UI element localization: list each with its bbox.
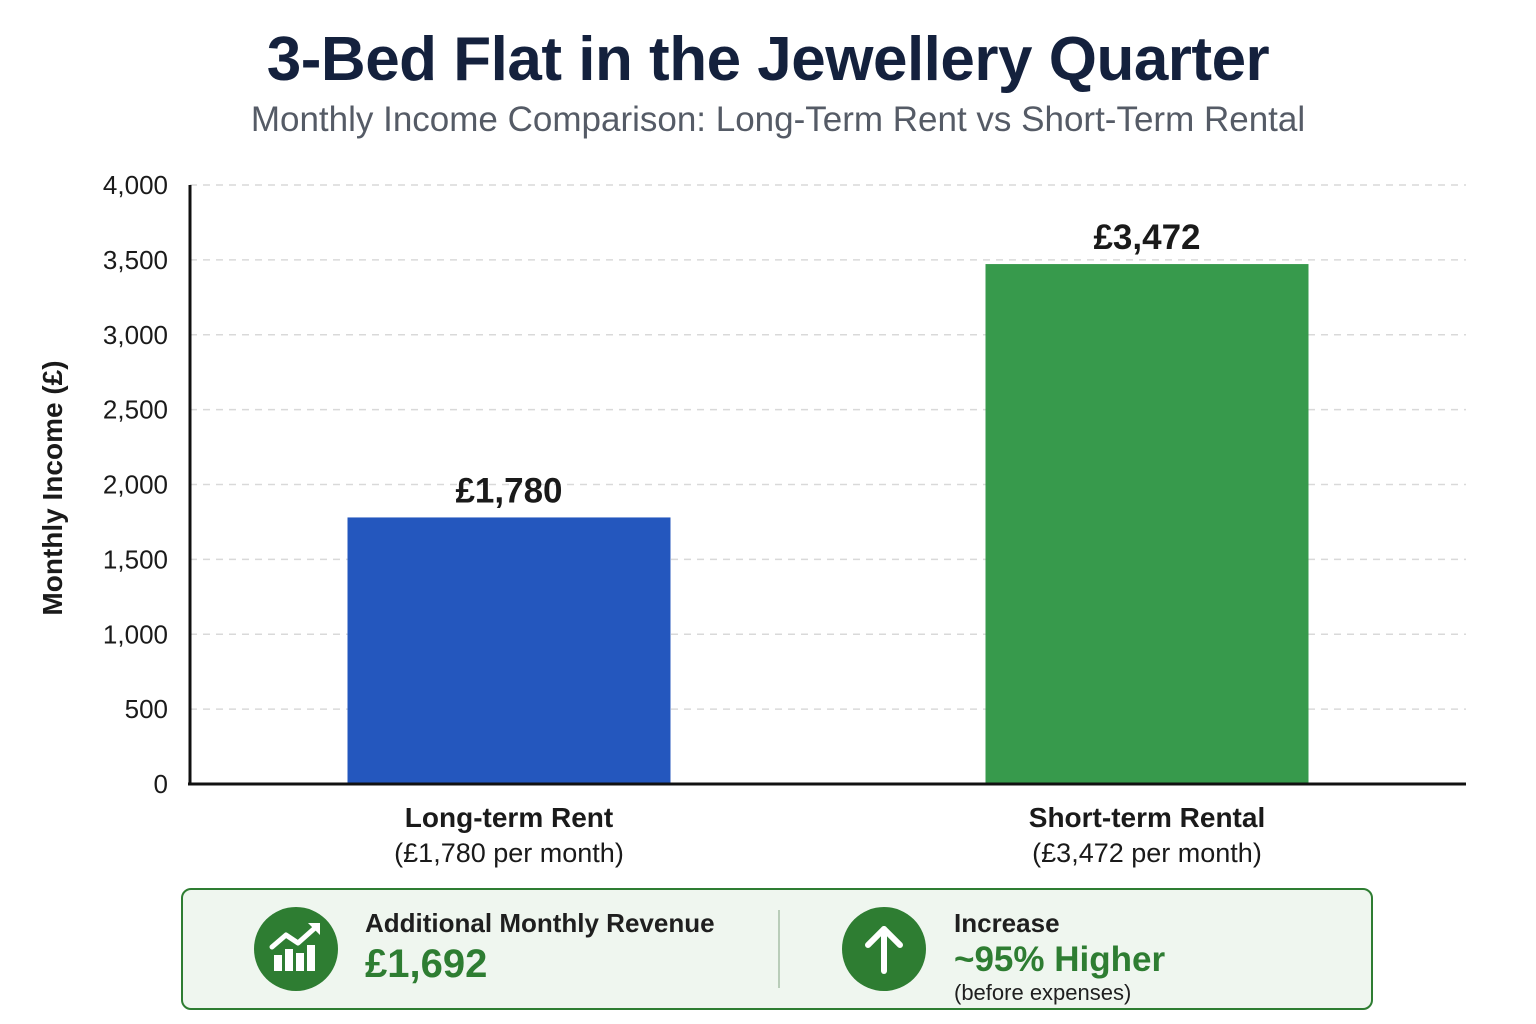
increase-label: Increase: [954, 908, 1060, 938]
y-tick-label: 2,000: [103, 470, 168, 500]
y-tick-label: 0: [154, 769, 168, 799]
increase-value: ~95% Higher: [954, 940, 1166, 979]
x-category-label: Short-term Rental: [1029, 802, 1265, 833]
y-tick-label: 1,500: [103, 544, 168, 574]
x-category-label: Long-term Rent: [405, 802, 613, 833]
revenue-label: Additional Monthly Revenue: [365, 908, 715, 938]
summary-divider: [778, 910, 780, 988]
bar-value-label: £3,472: [1093, 218, 1200, 257]
axes: [188, 185, 1466, 786]
x-category-sublabel: (£1,780 per month): [394, 838, 624, 868]
trending-up-chart-icon: [254, 907, 338, 991]
bar-value-label: £1,780: [455, 471, 562, 510]
arrow-up-icon: [842, 907, 926, 991]
revenue-value: £1,692: [365, 942, 488, 986]
x-category-sublabel: (£3,472 per month): [1032, 838, 1262, 868]
bar-short-term-rental: [985, 264, 1309, 784]
bar-chart: 0 500 1,000 1,500 2,000 2,500 3,000 3,500 4,000 M…: [37, 170, 1466, 868]
y-tick-label: 1,000: [103, 619, 168, 649]
y-tick-label: 3,000: [103, 320, 168, 350]
chart-title: 3-Bed Flat in the Jewellery Quarter: [266, 25, 1270, 94]
y-tick-label: 4,000: [103, 170, 168, 200]
labels: 0 500 1,000 1,500 2,000 2,500 3,000 3,500 4,000 M…: [37, 170, 1265, 868]
chart-subtitle: Monthly Income Comparison: Long-Term Ren…: [250, 100, 1306, 139]
y-tick-label: 500: [125, 694, 168, 724]
increase-note: (before expenses): [954, 980, 1132, 1005]
y-tick-label: 2,500: [103, 395, 168, 425]
bar-long-term-rent: [347, 517, 671, 784]
bars: [347, 264, 1309, 784]
y-axis-title: Monthly Income (£): [37, 360, 68, 615]
summary-panel: Additional Monthly Revenue £1,692 Increa…: [181, 888, 1373, 1010]
y-tick-label: 3,500: [103, 245, 168, 275]
